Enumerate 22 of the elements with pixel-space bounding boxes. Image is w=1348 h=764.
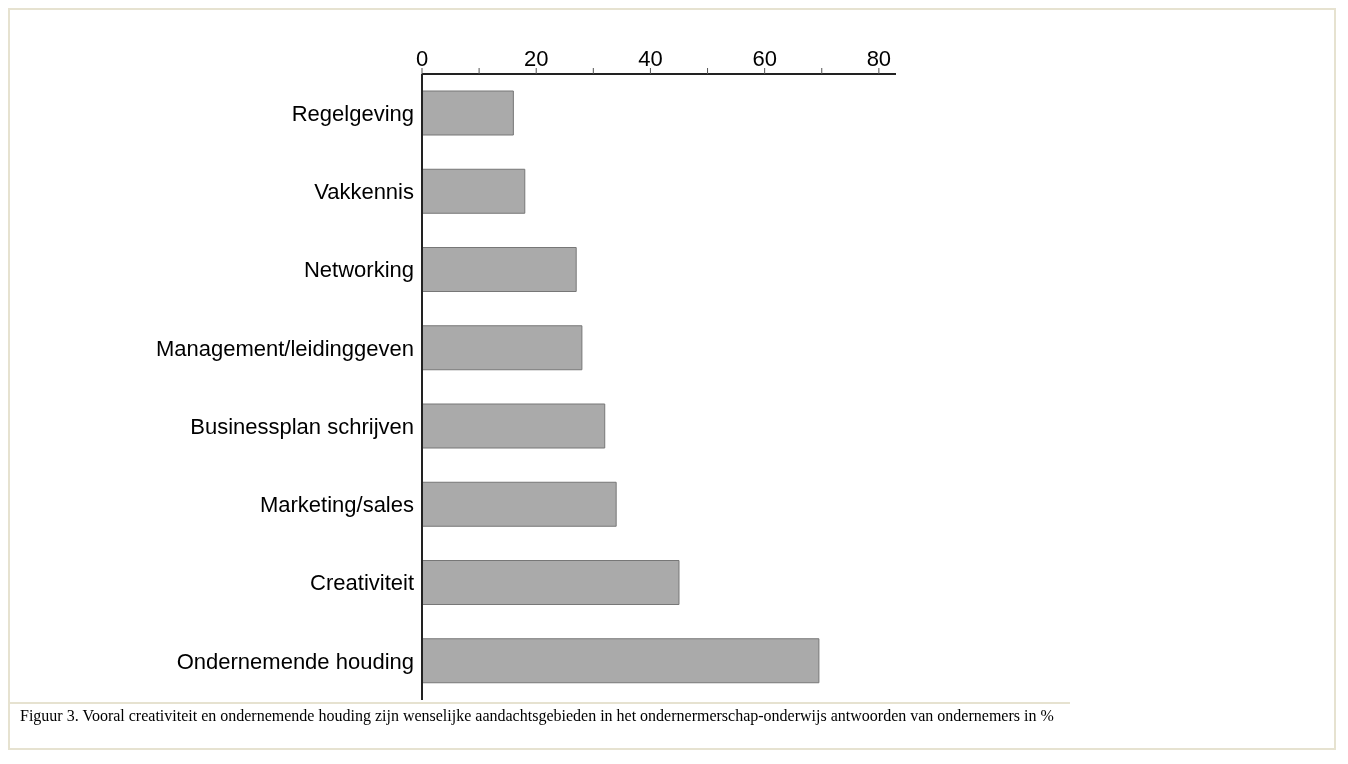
y-tick-label: Vakkennis xyxy=(314,179,414,205)
y-tick-label: Regelgeving xyxy=(291,100,414,126)
y-tick-label: Creativiteit xyxy=(310,570,414,596)
bar xyxy=(422,325,583,371)
y-tick-label: Businessplan schrijven xyxy=(190,413,414,439)
bar xyxy=(422,638,820,684)
text: Figuur 3. Vooral creativiteit en ondernemende houding zijn wenselijke aandachtsgebieden in het ondernermerschap-onderwijs antwoorden van ondernemers in % xyxy=(20,706,1055,726)
bar xyxy=(422,403,606,449)
bar xyxy=(422,481,617,527)
x-tick-label: 20 xyxy=(523,46,549,71)
bar xyxy=(422,168,526,214)
y-tick-label: Management/leidinggeven xyxy=(155,335,414,361)
x-tick-label: 0 xyxy=(415,46,429,71)
y-tick-label: Marketing/sales xyxy=(259,492,414,518)
bar xyxy=(422,560,680,605)
x-tick-label: 80 xyxy=(866,46,892,71)
bar xyxy=(422,247,577,292)
x-tick-label: 60 xyxy=(752,46,777,71)
y-tick-label: Ondernemende houding xyxy=(176,648,414,674)
bar xyxy=(422,90,514,136)
y-tick-label: Networking xyxy=(303,257,414,283)
x-tick-label: 40 xyxy=(638,46,663,71)
